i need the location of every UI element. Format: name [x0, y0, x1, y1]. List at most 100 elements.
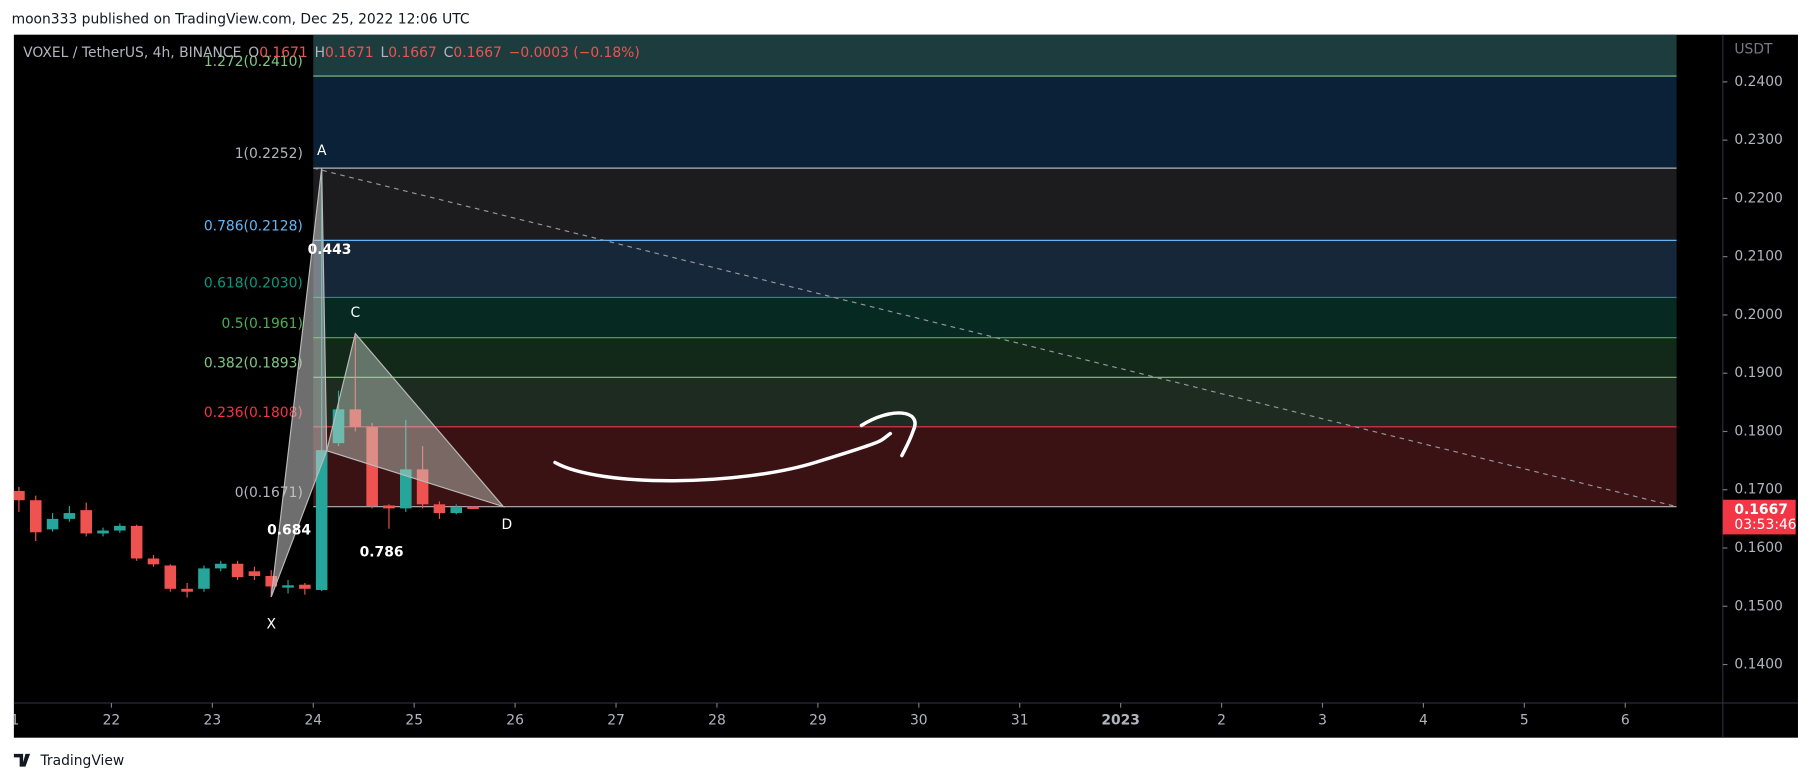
y-tick-label: 0.1600 — [1734, 540, 1783, 556]
candle-body — [164, 565, 177, 589]
fib-band — [313, 76, 1677, 169]
x-tick-label: 5 — [1520, 712, 1529, 728]
candle-body — [433, 504, 446, 514]
x-tick-label: 2 — [1217, 712, 1226, 728]
x-tick-label: 22 — [103, 712, 121, 728]
fib-band — [313, 337, 1677, 378]
x-tick-label: 3 — [1318, 712, 1327, 728]
x-tick-label: 27 — [607, 712, 625, 728]
x-tick-label: 4 — [1419, 712, 1428, 728]
fib-band — [313, 168, 1677, 241]
candle-body — [97, 530, 109, 534]
candle-body — [400, 469, 412, 509]
footer-logo — [13, 753, 31, 767]
y-tick-label: 0.1700 — [1734, 482, 1783, 498]
header: moon333 published on TradingView.com, De… — [12, 12, 470, 28]
candle-body — [147, 558, 160, 565]
pattern-ratio: 0.786 — [360, 545, 404, 561]
candle-body — [181, 588, 193, 592]
legend-low: 0.1667 — [388, 45, 437, 61]
fib-level-label: 1(0.2252) — [235, 146, 303, 162]
x-tick-label: 31 — [1011, 712, 1029, 728]
trend-line — [313, 167, 1677, 508]
x-tick-label: 25 — [405, 712, 423, 728]
candle-body — [80, 510, 92, 534]
candle-body — [349, 409, 362, 427]
candle-body — [450, 507, 463, 514]
price-badge-value: 0.1667 — [1734, 502, 1787, 518]
candle-body — [231, 563, 244, 578]
legend-open: 0.1671 — [259, 45, 308, 61]
pattern-point-label: A — [317, 143, 327, 159]
y-tick-label: 0.1800 — [1734, 423, 1783, 439]
y-tick-label: 0.1900 — [1734, 365, 1783, 381]
pattern-point-label: D — [501, 517, 512, 533]
fib-level-label: 0.618(0.2030) — [204, 276, 303, 292]
pattern-point-label: X — [266, 617, 276, 633]
fib-band — [313, 34, 1677, 77]
plot: 1.272(0.2410) 1(0.2252) 0.786(0.2128) 0.618… — [13, 34, 1677, 633]
pattern-ratio: 0.443 — [308, 242, 352, 258]
legend-close: 0.1667 — [453, 45, 502, 61]
pattern-ratio: 0.684 — [267, 523, 311, 539]
candle-body — [248, 571, 261, 576]
x-tick-label: 2023 — [1101, 712, 1140, 728]
x-ticks: 21 22 23 24 25 26 27 28 29 30 31 2023 2 3 4 5 6 — [2, 703, 1630, 728]
y-axis-label: USDT — [1734, 42, 1773, 58]
legend-l-label: L — [380, 45, 388, 61]
fib-level-label: 0.236(0.1808) — [204, 405, 303, 421]
x-tick-label: 21 — [2, 712, 20, 728]
legend-high: 0.1671 — [325, 45, 374, 61]
fib-band — [313, 377, 1677, 427]
candle-body — [29, 500, 42, 533]
x-tick-label: 6 — [1621, 712, 1630, 728]
candle-body — [416, 469, 429, 505]
fib-level-label: 0.382(0.1893) — [204, 355, 303, 371]
y-tick-label: 0.2200 — [1734, 190, 1783, 206]
fib-level-label: 1.272(0.2410) — [204, 54, 303, 70]
x-tick-label: 24 — [304, 712, 322, 728]
candle-body — [130, 525, 143, 559]
footer: TradingView — [39, 753, 124, 769]
y-tick-label: 0.1500 — [1734, 598, 1783, 614]
candle-body — [198, 568, 210, 589]
candle-body — [299, 584, 311, 589]
x-tick-label: 23 — [204, 712, 222, 728]
legend-symbol: VOXEL / TetherUS, 4h, BINANCE — [23, 45, 241, 61]
candle-body — [114, 525, 126, 531]
fib-band — [313, 240, 1677, 298]
candle-body — [282, 585, 294, 588]
legend-change: −0.0003 (−0.18%) — [509, 45, 640, 61]
candle-body — [383, 505, 395, 509]
candle-body — [366, 426, 378, 507]
fib-band — [313, 297, 1677, 338]
legend-o-label: O — [248, 45, 259, 61]
fib-level-label: 0.5(0.1961) — [222, 316, 303, 332]
root: moon333 published on TradingView.com, De… — [2, 12, 1798, 769]
candle-body — [265, 575, 278, 587]
candle-body — [315, 450, 328, 590]
x-tick-label: 29 — [809, 712, 827, 728]
price-badge — [1722, 499, 1796, 535]
y-tick-label: 0.1400 — [1734, 657, 1783, 673]
y-tick-label: 0.2000 — [1734, 307, 1783, 323]
legend-h-label: H — [315, 45, 325, 61]
pattern-point-label: C — [350, 305, 360, 321]
price-badge-countdown: 03:53:46 — [1734, 517, 1796, 533]
x-tick-label: 26 — [506, 712, 524, 728]
candle-body — [467, 506, 479, 509]
legend-c-label: C — [444, 45, 454, 61]
pattern-bcd — [326, 332, 506, 508]
fib-band — [313, 426, 1677, 507]
candle-body — [13, 490, 25, 501]
drawn-arrow — [553, 411, 917, 483]
x-tick-label: 30 — [910, 712, 928, 728]
x-tick-label: 28 — [708, 712, 726, 728]
legend: VOXEL / TetherUS, 4h, BINANCE O0.1671 H0.1… — [23, 45, 640, 61]
candle-body — [214, 563, 227, 569]
pattern-xab — [270, 168, 328, 598]
y-tick-label: 0.2100 — [1734, 249, 1783, 265]
fib-level-label: 0.786(0.2128) — [204, 218, 303, 234]
